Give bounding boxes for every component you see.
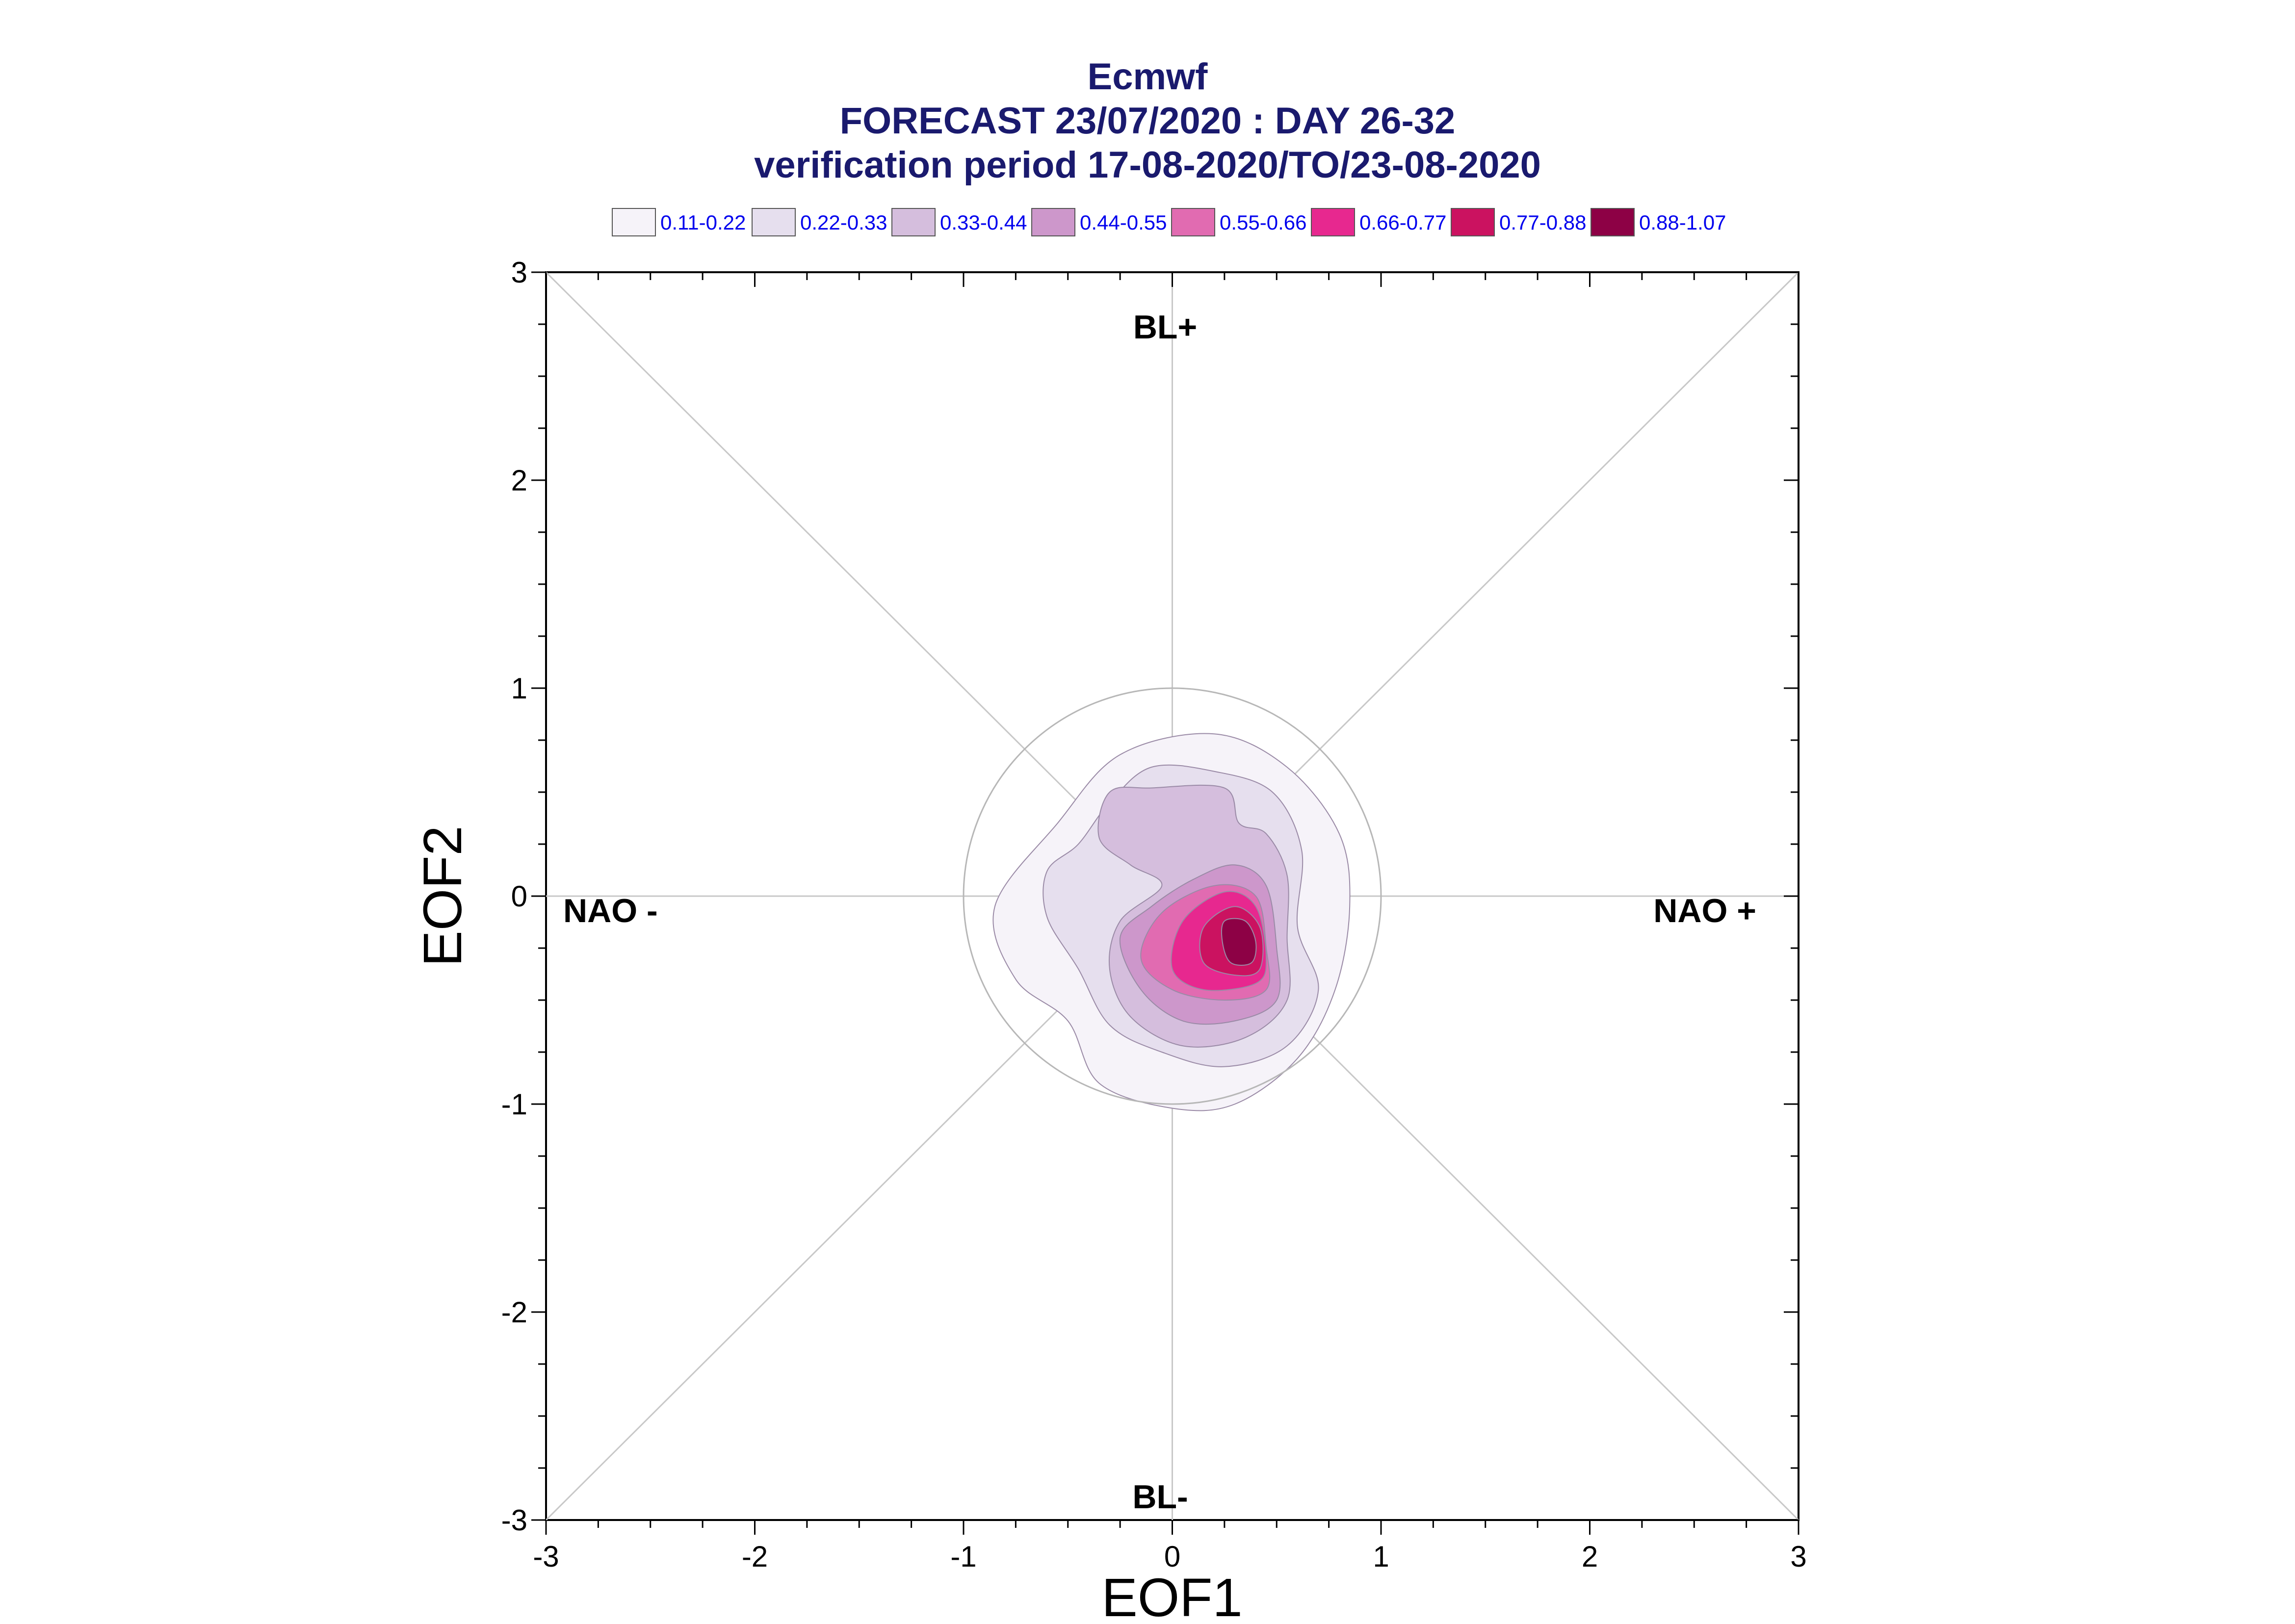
x-tick-label: 1 [1373,1540,1389,1573]
density-contours [963,687,1382,1111]
legend-swatch [891,208,936,236]
legend-swatch [1031,208,1075,236]
y-tick-label: 0 [511,880,527,913]
x-axis-label: EOF1 [1101,1568,1242,1624]
x-tick-label: -2 [742,1540,768,1573]
chart-title: Ecmwf [1088,56,1208,98]
legend-swatch [1451,208,1495,236]
legend-label: 0.88-1.07 [1639,211,1726,234]
y-tick-label: -1 [501,1088,527,1121]
y-tick-label: -3 [501,1504,527,1537]
axis-ticks: -3 -2 -1 0 1 2 3 -3 -2 -1 0 1 2 3 [501,256,1807,1573]
x-tick-label: 2 [1582,1540,1598,1573]
region-label-nao-plus: NAO + [1653,892,1756,929]
legend-label: 0.22-0.33 [800,211,887,234]
y-axis-label: EOF2 [413,825,473,966]
y-tick-label: 1 [511,672,527,705]
legend-label: 0.33-0.44 [940,211,1027,234]
legend-label: 0.44-0.55 [1080,211,1167,234]
legend-swatch [752,208,796,236]
legend: 0.11-0.22 0.22-0.33 0.33-0.44 0.44-0.55 0.55… [612,208,1726,236]
x-tick-label: -1 [950,1540,976,1573]
legend-label: 0.66-0.77 [1359,211,1446,234]
x-tick-label: 3 [1790,1540,1806,1573]
contour-0.88-1.07 [1221,918,1257,966]
legend-label: 0.55-0.66 [1220,211,1306,234]
region-label-bl-plus: BL+ [1133,309,1197,346]
chart-subtitle-forecast: FORECAST 23/07/2020 : DAY 26-32 [840,100,1456,142]
region-label-nao-minus: NAO - [563,892,658,929]
reference-circle [963,687,1382,1105]
plot-area: -3 -2 -1 0 1 2 3 -3 -2 -1 0 1 2 3 [501,256,1807,1573]
legend-label: 0.11-0.22 [660,211,746,234]
legend-swatch [1311,208,1355,236]
y-tick-label: 2 [511,464,527,497]
legend-swatch [612,208,656,236]
legend-swatch [1591,208,1635,236]
x-tick-label: 0 [1164,1540,1180,1573]
y-tick-label: 3 [511,256,527,289]
chart-subtitle-verification: verification period 17-08-2020/TO/23-08-… [754,144,1541,186]
legend-label: 0.77-0.88 [1499,211,1586,234]
x-tick-label: -3 [533,1540,559,1573]
legend-swatch [1171,208,1215,236]
region-label-bl-minus: BL- [1132,1478,1188,1516]
y-tick-label: -2 [501,1296,527,1329]
